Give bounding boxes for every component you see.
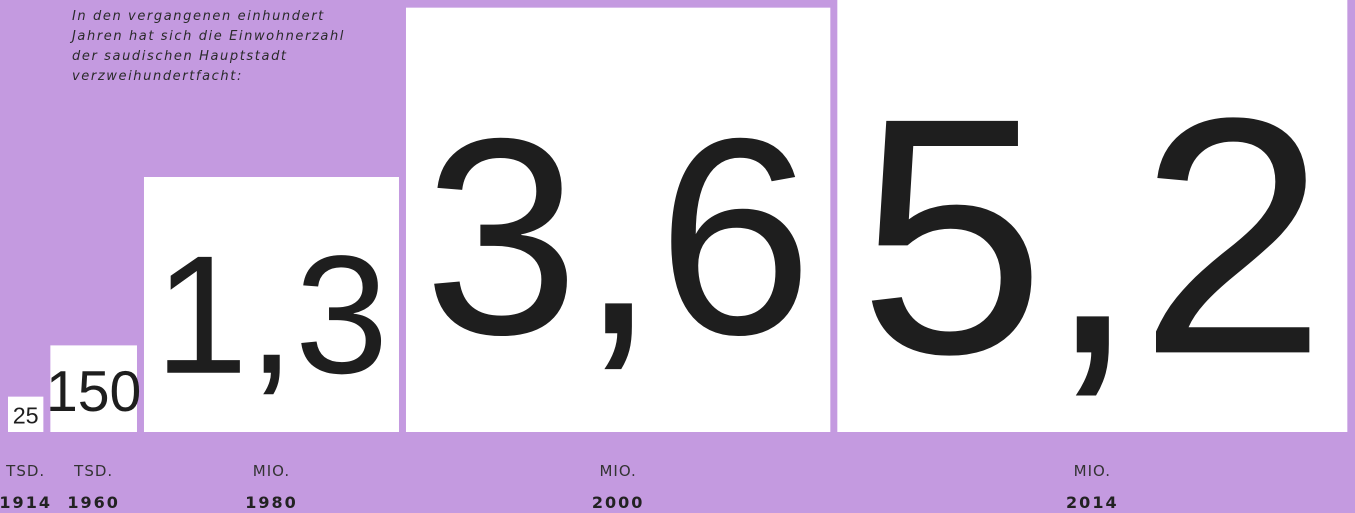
value-label: 1,3 xyxy=(154,221,388,409)
value-label: 5,2 xyxy=(858,48,1326,424)
value-label: 3,6 xyxy=(423,80,812,393)
intro-text: der saudischen Hauptstadt xyxy=(72,49,288,64)
year-label: 1914 xyxy=(0,493,52,512)
unit-label: MIO. xyxy=(1074,462,1111,480)
year-label: 1980 xyxy=(245,493,298,512)
year-label: 2014 xyxy=(1066,493,1119,512)
value-label: 25 xyxy=(13,403,39,429)
intro-text: In den vergangenen einhundert xyxy=(72,9,325,24)
square xyxy=(50,345,137,432)
intro-text: verzweihundertfacht: xyxy=(72,69,243,84)
year-label: 1960 xyxy=(67,493,120,512)
square xyxy=(405,7,831,432)
value-label: 150 xyxy=(46,360,141,424)
unit-label: MIO. xyxy=(253,462,290,480)
intro-text: Jahren hat sich die Einwohnerzahl xyxy=(69,29,345,44)
square xyxy=(143,177,399,432)
unit-label: TSD. xyxy=(5,462,45,480)
unit-label: TSD. xyxy=(73,462,113,480)
square xyxy=(8,396,44,432)
unit-label: MIO. xyxy=(599,462,636,480)
year-label: 2000 xyxy=(592,493,645,512)
square xyxy=(837,0,1348,432)
